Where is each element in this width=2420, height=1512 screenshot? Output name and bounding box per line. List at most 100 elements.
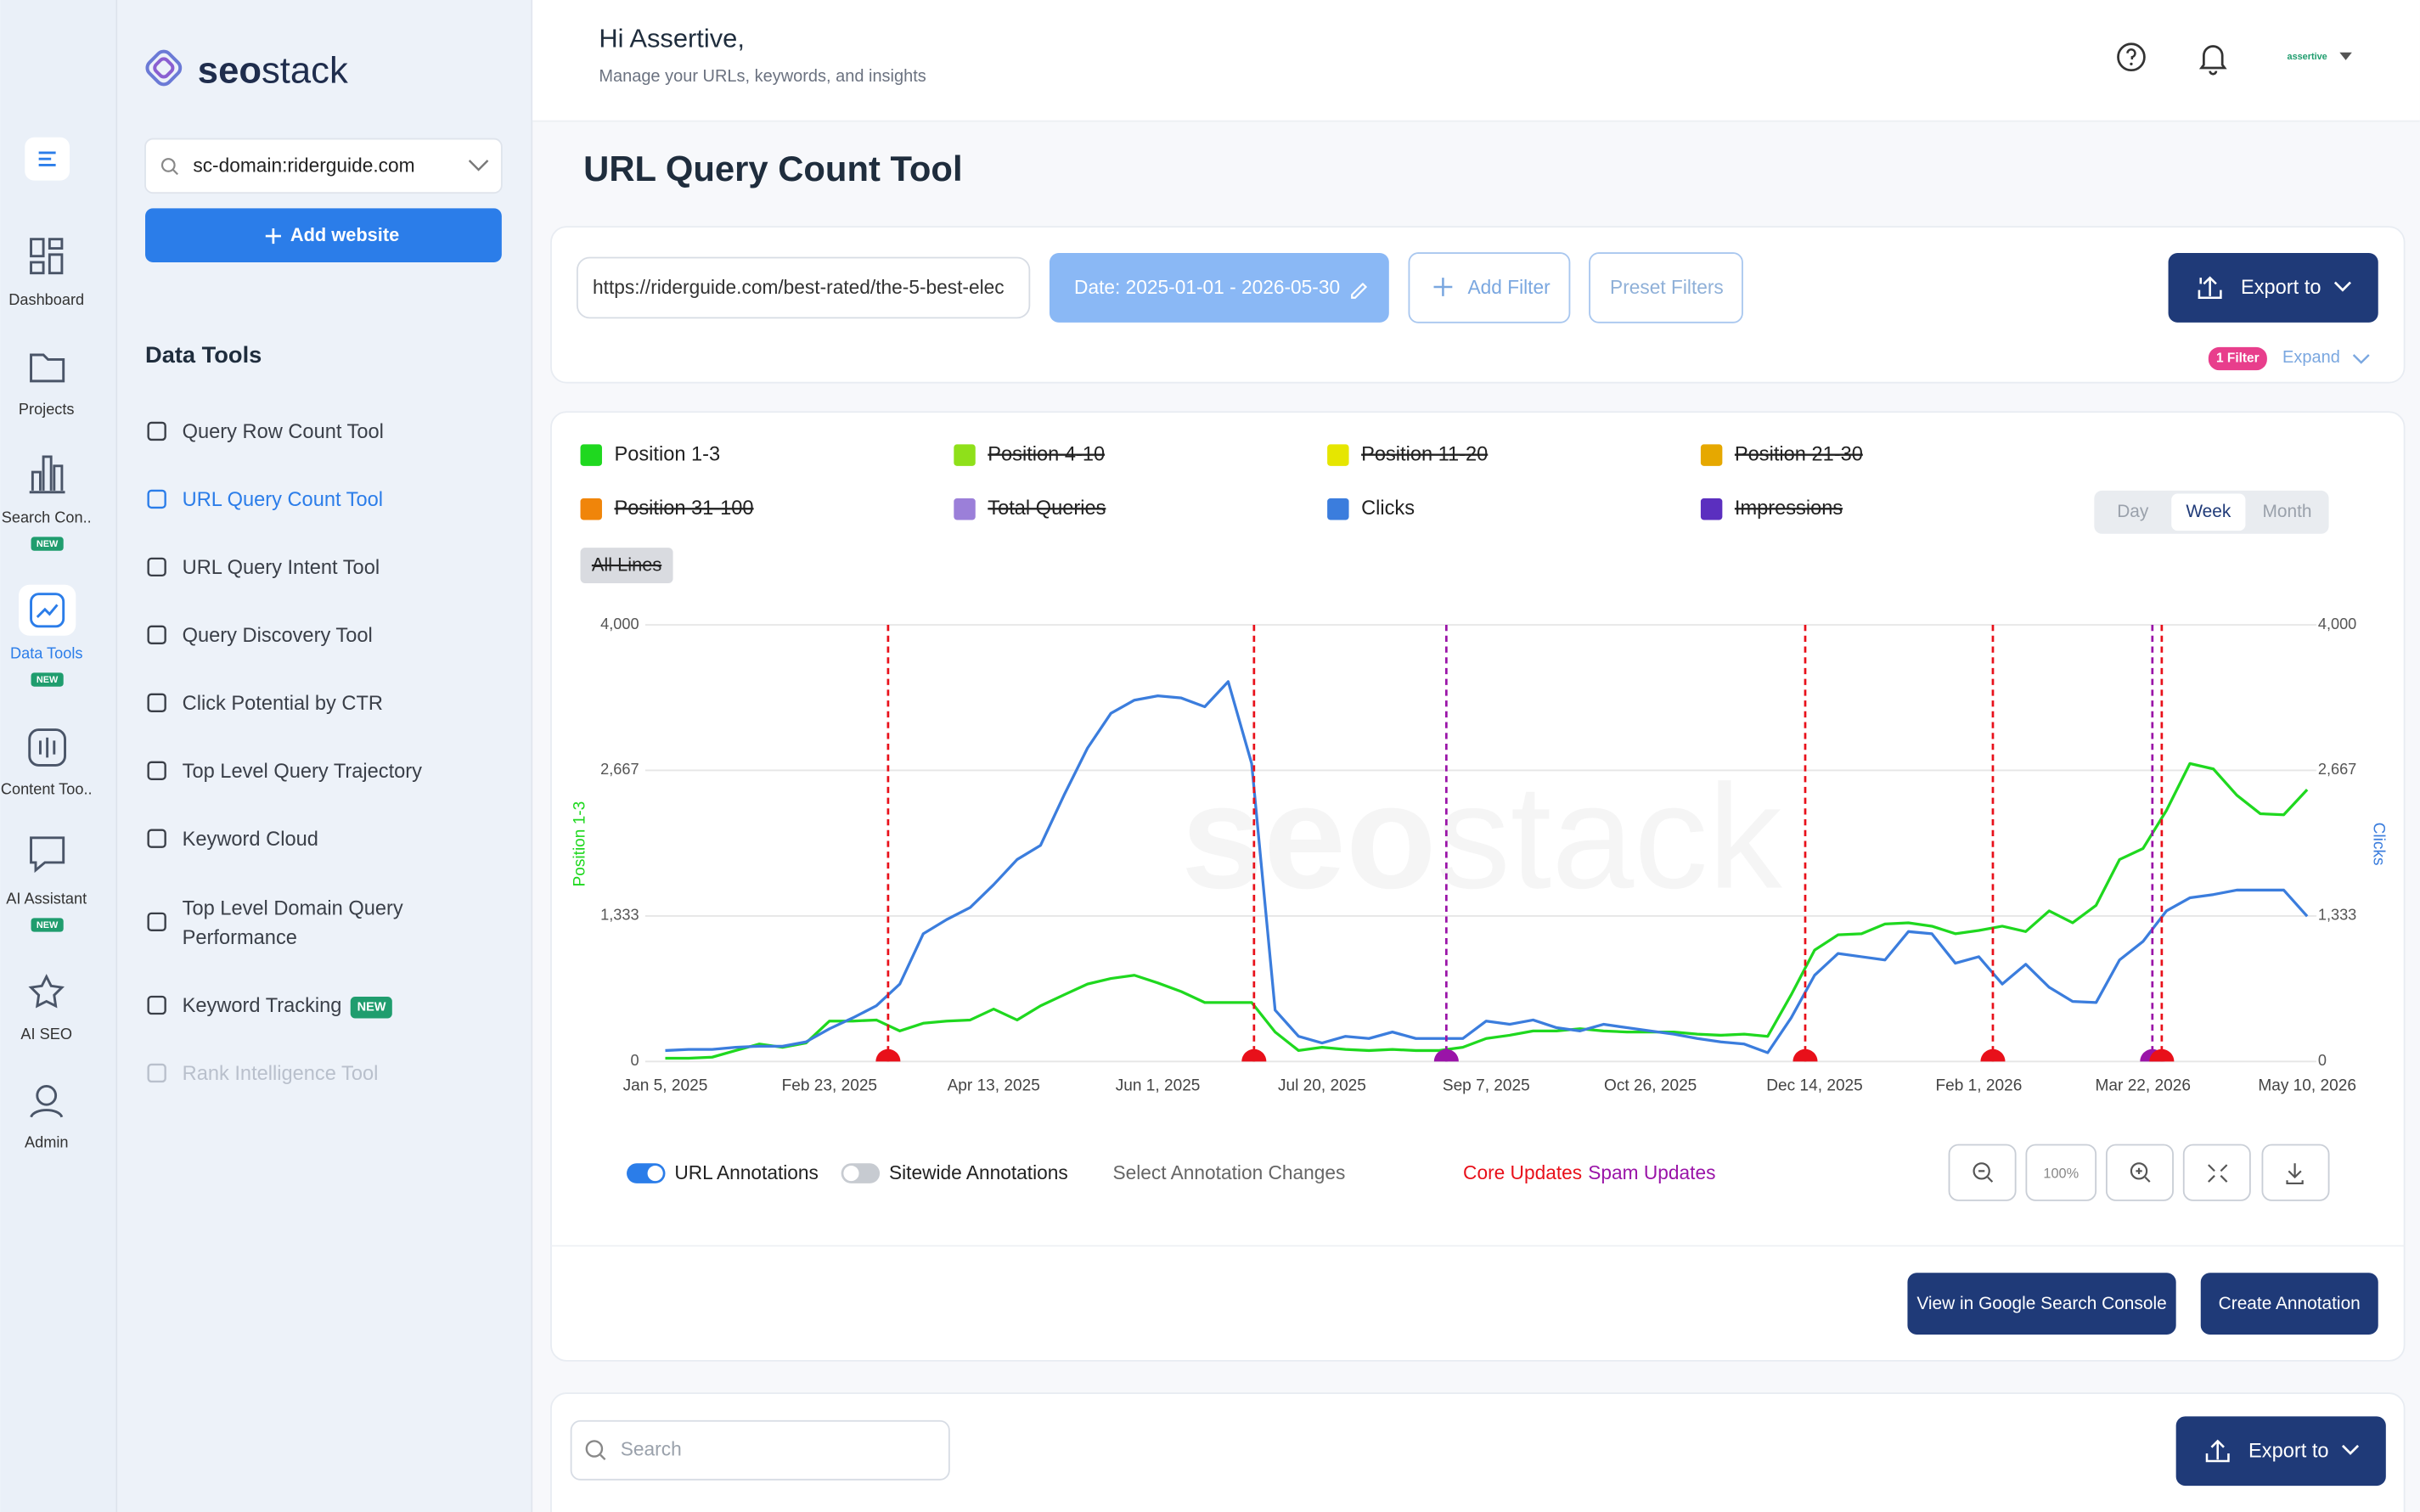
granularity-option[interactable]: Day [2117,502,2149,521]
logo-mark [145,49,183,87]
ai-assistant-icon [30,836,65,874]
legend-label[interactable]: Position 1-3 [615,443,721,465]
annotation-marker[interactable] [1433,1048,1459,1062]
legend-swatch[interactable] [1327,444,1349,466]
series-line [665,762,2309,1060]
watermark-part: seo [1181,754,1437,919]
fullscreen[interactable] [2182,1144,2251,1201]
chart-card [550,411,2406,1362]
annotation-marker[interactable] [875,1048,901,1062]
tool-label: Rank Intelligence Tool [182,1061,379,1085]
y-tick-label: 1,333 [600,907,639,924]
annotation-marker[interactable] [2149,1048,2175,1062]
watermark: seostack [1181,754,1783,919]
new-badge-text: NEW [37,539,59,549]
annotation-marker[interactable] [1241,1048,1267,1062]
legend-label[interactable]: Clicks [1361,497,1415,520]
legend-swatch[interactable] [1327,498,1349,520]
legend-label[interactable]: Impressions [1735,497,1843,520]
new-badge [31,918,64,932]
tool-item[interactable]: URL Query Count Tool [183,485,515,519]
x-tick-label: Feb 23, 2025 [782,1076,877,1094]
tool-item[interactable]: Keyword Tracking NEW [183,991,515,1025]
tool-item[interactable]: URL Query Intent Tool [183,553,515,587]
gsc-button[interactable] [1907,1273,2176,1335]
add-website-button[interactable] [145,208,502,262]
x-tick-label: Jun 1, 2025 [1116,1076,1201,1094]
search-icon [160,158,176,172]
tool-icon [147,761,166,780]
tool-row: Top Level Query Trajectory [183,756,515,786]
zoom-out[interactable] [1948,1144,2017,1201]
new-badge: NEW [351,996,392,1018]
preset-filters-button[interactable] [1589,252,1743,323]
action-label: View in Google Search Console [1916,1294,2166,1313]
x-tick-label: Feb 1, 2026 [1935,1076,2022,1094]
user-name: assertive [2288,52,2327,62]
tool-icon [147,557,166,577]
zoom-icons [1973,1162,2304,1184]
legend-label[interactable]: Position 21-30 [1735,443,1863,465]
tool-icon [147,421,166,441]
series-line [665,680,2309,1054]
legend-swatch[interactable] [1700,444,1723,466]
expand-chevron[interactable] [2352,354,2370,364]
all-lines-label: All Lines [592,554,661,576]
add-filter-button[interactable] [1408,252,1571,323]
legend-label[interactable]: Position 4-10 [988,443,1105,465]
search-input[interactable] [570,1419,950,1481]
y-tick-label: 4,000 [600,615,639,632]
export-button[interactable] [2175,1416,2386,1487]
add-filter-label: Add Filter [1467,276,1550,298]
user-caret[interactable] [2339,52,2352,60]
legend-swatch[interactable] [1700,498,1723,520]
legend-swatch[interactable] [954,498,976,520]
y-tick-label: 2,667 [600,761,639,778]
legend-swatch[interactable] [580,444,602,466]
all-lines-button[interactable] [580,548,673,583]
site-select[interactable] [144,138,503,194]
export-button[interactable] [2168,253,2378,323]
annotation-marker[interactable] [1980,1048,2006,1062]
zoom-reset[interactable] [2025,1144,2097,1201]
plot: seostack 0 1,333 2,667 4,000 0 1,333 2,667 4,000… [571,615,2388,1095]
tool-row: Keyword Cloud [183,823,515,853]
action-label: Create Annotation [2219,1294,2361,1313]
avatar[interactable] [2283,33,2331,81]
date-button[interactable] [1049,253,1389,323]
granularity-option[interactable]: Week [2186,502,2231,521]
x-tick-label: Apr 13, 2025 [948,1076,1040,1094]
tool-item[interactable]: Query Row Count Tool [183,417,515,451]
brand-part: stack [262,50,348,91]
legend-label[interactable]: Position 31-100 [615,497,754,520]
date-label: Date: 2025-01-01 - 2026-05-30 [1074,276,1340,298]
tool-icon [147,912,166,932]
tool-row: URL Query Count Tool [183,485,515,514]
bell-icon[interactable] [2198,45,2227,76]
logo-shape [145,49,183,87]
legend-swatch[interactable] [580,498,602,520]
admin-head [36,1084,58,1106]
select-annotation[interactable]: Select Annotation Changes [1113,1161,1346,1183]
tool-item[interactable]: Query Discovery Tool [183,621,515,655]
page-title: URL Query Count Tool [583,149,962,188]
help-icon[interactable] [2117,42,2146,72]
tool-item[interactable]: Click Potential by CTR [183,689,515,722]
granularity-option[interactable]: Month [2262,502,2311,521]
tool-item[interactable]: Keyword Cloud [183,823,515,857]
expand-label: Expand [2282,348,2340,367]
legend-swatch[interactable] [954,444,976,466]
tool-item[interactable]: Top Level Query Trajectory [183,756,515,790]
greeting-subtitle: Manage your URLs, keywords, and insights [599,67,926,86]
x-tick-label: May 10, 2026 [2258,1076,2356,1094]
y2-axis-title: Clicks [2370,823,2388,866]
legend-label[interactable]: Total Queries [988,497,1106,520]
annotation-marker[interactable] [1792,1048,1818,1062]
url-input[interactable] [576,256,1031,319]
legend-label[interactable]: Position 11-20 [1361,443,1488,465]
tool-item[interactable]: Top Level Domain Query Performance [183,893,515,955]
create-annotation-button[interactable] [2200,1273,2378,1335]
x-tick-label: Jul 20, 2025 [1278,1076,1366,1094]
